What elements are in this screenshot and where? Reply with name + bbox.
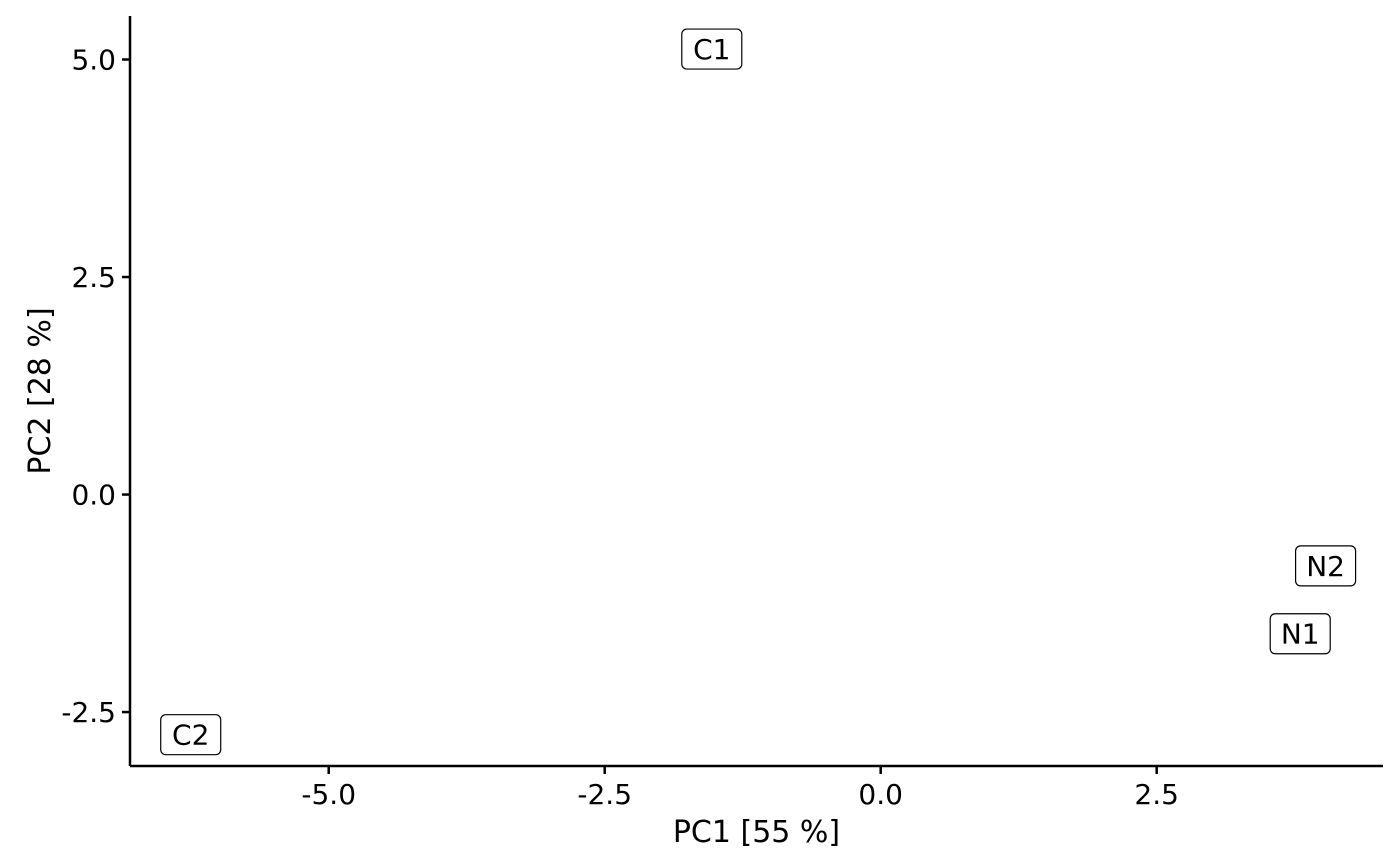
label-box (681, 28, 743, 70)
point-label-text: C2 (172, 719, 209, 752)
y-tick-label: 5.0 (71, 44, 116, 77)
point-label-c2: C2 (160, 714, 222, 756)
y-tick-label: 0.0 (71, 479, 116, 512)
point-labels: C1 C2 N1 N2 (160, 28, 1357, 756)
label-box (1294, 545, 1357, 587)
x-tick-label: 0.0 (858, 778, 903, 811)
x-axis: -5.0 -2.5 0.0 2.5 (130, 764, 1383, 811)
x-tick-label: -5.0 (301, 778, 356, 811)
x-tick-label: -2.5 (577, 778, 632, 811)
y-tick-label: -2.5 (61, 696, 116, 729)
x-axis-title: PC1 [55 %] (673, 815, 840, 850)
x-tick-label: 2.5 (1134, 778, 1179, 811)
y-axis: -2.5 0.0 2.5 5.0 (61, 16, 132, 766)
point-label-n1: N1 (1269, 613, 1331, 655)
point-label-n2: N2 (1294, 545, 1357, 587)
point-label-c1: C1 (681, 28, 743, 70)
y-axis-title: PC2 [28 %] (23, 307, 58, 474)
point-label-text: C1 (693, 33, 730, 66)
point-label-text: N2 (1306, 550, 1345, 583)
y-tick-label: 2.5 (71, 261, 116, 294)
point-label-text: N1 (1281, 618, 1320, 651)
label-box (1269, 613, 1331, 655)
label-box (160, 714, 222, 756)
